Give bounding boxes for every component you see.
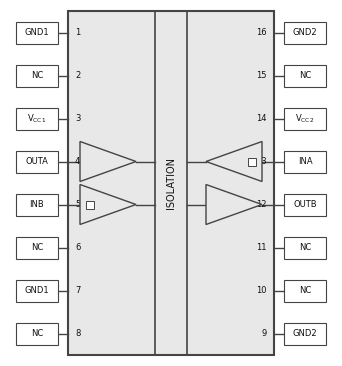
- Bar: [284, 22, 326, 44]
- Text: 16: 16: [256, 28, 267, 37]
- Text: 2: 2: [75, 71, 80, 80]
- Text: 5: 5: [75, 200, 80, 209]
- Bar: [16, 280, 58, 302]
- Text: 4: 4: [75, 157, 80, 166]
- Bar: [284, 280, 326, 302]
- Polygon shape: [80, 142, 136, 182]
- Text: 8: 8: [75, 329, 80, 338]
- Text: 9: 9: [262, 329, 267, 338]
- Text: NC: NC: [299, 243, 311, 252]
- Text: 3: 3: [75, 114, 80, 123]
- Text: INA: INA: [298, 157, 312, 166]
- Text: 10: 10: [256, 286, 267, 295]
- Text: NC: NC: [31, 71, 43, 80]
- Text: 14: 14: [256, 114, 267, 123]
- Bar: [16, 108, 58, 130]
- Text: 6: 6: [75, 243, 80, 252]
- Text: GND1: GND1: [25, 28, 49, 37]
- Text: NC: NC: [31, 243, 43, 252]
- Text: ISOLATION: ISOLATION: [166, 157, 176, 209]
- Text: NC: NC: [299, 71, 311, 80]
- Text: INB: INB: [30, 200, 44, 209]
- Text: NC: NC: [31, 329, 43, 338]
- Text: $\mathrm{V_{CC1}}$: $\mathrm{V_{CC1}}$: [27, 112, 47, 125]
- Bar: [284, 150, 326, 172]
- Bar: [16, 194, 58, 216]
- Text: GND2: GND2: [293, 28, 317, 37]
- Bar: [16, 150, 58, 172]
- Text: OUTB: OUTB: [293, 200, 317, 209]
- Bar: [16, 322, 58, 344]
- Bar: [284, 108, 326, 130]
- Text: 7: 7: [75, 286, 80, 295]
- Bar: [284, 322, 326, 344]
- Text: 1: 1: [75, 28, 80, 37]
- Bar: [68, 11, 274, 355]
- Text: NC: NC: [299, 286, 311, 295]
- Bar: [16, 22, 58, 44]
- Polygon shape: [80, 184, 136, 224]
- Text: OUTA: OUTA: [26, 157, 49, 166]
- Bar: [284, 64, 326, 86]
- Text: 11: 11: [256, 243, 267, 252]
- Bar: [284, 194, 326, 216]
- Text: 12: 12: [256, 200, 267, 209]
- Text: $\mathrm{V_{CC2}}$: $\mathrm{V_{CC2}}$: [295, 112, 315, 125]
- Bar: [16, 236, 58, 258]
- Bar: [248, 157, 256, 165]
- Bar: [16, 64, 58, 86]
- Bar: [86, 201, 94, 209]
- Text: 13: 13: [256, 157, 267, 166]
- Text: GND2: GND2: [293, 329, 317, 338]
- Bar: [284, 236, 326, 258]
- Text: 15: 15: [256, 71, 267, 80]
- Polygon shape: [206, 184, 262, 224]
- Polygon shape: [206, 142, 262, 182]
- Text: GND1: GND1: [25, 286, 49, 295]
